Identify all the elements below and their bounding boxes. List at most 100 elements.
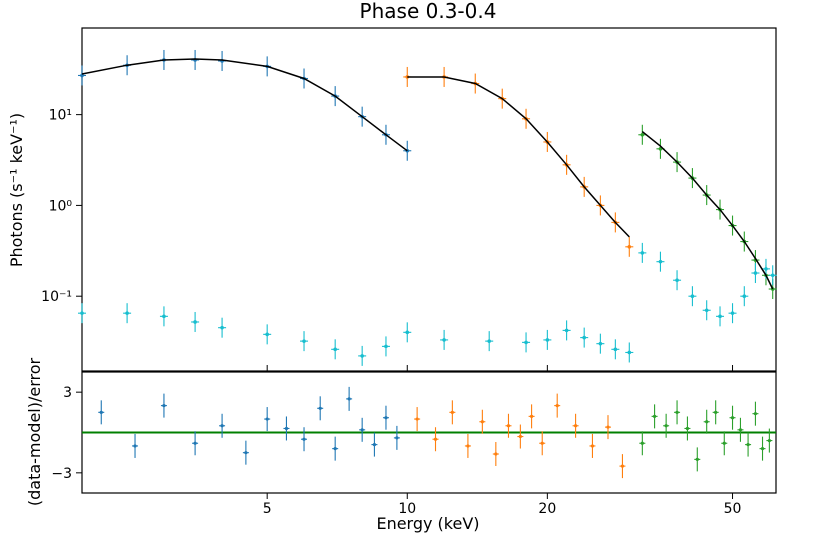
- chart-title: Phase 0.3-0.4: [360, 0, 497, 23]
- residual-point: [219, 413, 226, 438]
- residual-point: [192, 431, 199, 456]
- data-point: [656, 251, 665, 272]
- residual-point: [752, 401, 759, 426]
- data-point: [543, 329, 552, 350]
- data-point: [159, 306, 168, 327]
- series-background: [78, 242, 777, 366]
- residual-point: [414, 407, 421, 432]
- data-point: [673, 270, 682, 291]
- data-point: [522, 332, 531, 353]
- data-point: [580, 327, 589, 348]
- data-point: [358, 345, 367, 366]
- residual-point: [712, 400, 719, 425]
- data-point: [485, 331, 494, 352]
- axes-ticks: 10¹ 10⁰ 10⁻¹ 3 −3 5 10 20 50: [41, 108, 741, 517]
- top-y-tick-label: 10¹: [49, 108, 72, 124]
- data-point: [688, 286, 697, 307]
- residual-point: [737, 417, 744, 442]
- residual-point: [639, 431, 646, 456]
- residual-point: [382, 405, 389, 430]
- residual-point: [464, 433, 471, 458]
- residual-point: [449, 400, 456, 425]
- series-residuals-low: [98, 386, 400, 465]
- model-mid-line: [407, 76, 630, 238]
- data-point: [78, 303, 86, 324]
- data-point: [218, 317, 227, 338]
- x-tick-label: 20: [538, 501, 556, 517]
- data-point: [562, 320, 571, 341]
- residual-point: [301, 427, 308, 452]
- residual-point: [432, 427, 439, 452]
- data-point: [625, 342, 634, 363]
- x-tick-label: 50: [724, 501, 742, 517]
- data-point: [716, 306, 725, 327]
- top-y-axis-label: Photons (s⁻¹ keV⁻¹): [7, 113, 26, 267]
- residual-point: [729, 405, 736, 430]
- residual-point: [505, 413, 512, 438]
- residual-point: [371, 432, 378, 457]
- residual-point: [492, 442, 499, 467]
- residual-point: [264, 407, 271, 432]
- residual-point: [393, 425, 400, 450]
- data-point: [331, 339, 340, 360]
- data-point: [191, 311, 200, 332]
- data-point: [263, 324, 272, 345]
- bottom-y-tick-label: 3: [63, 385, 72, 401]
- x-axis-label: Energy (keV): [376, 514, 479, 533]
- data-point: [300, 331, 309, 352]
- x-tick-label: 10: [398, 501, 416, 517]
- residual-point: [572, 413, 579, 438]
- residual-point: [589, 433, 596, 458]
- bottom-y-tick-label: −3: [51, 466, 72, 482]
- data-point: [625, 236, 634, 257]
- data-point: [381, 336, 390, 357]
- residual-point: [283, 416, 290, 441]
- data-point: [638, 124, 647, 145]
- residual-point: [619, 454, 626, 479]
- data-point: [740, 286, 749, 307]
- residual-point: [651, 404, 658, 429]
- data-point: [638, 242, 647, 263]
- series-residuals-high: [639, 400, 773, 472]
- residual-point: [539, 431, 546, 456]
- residual-point: [766, 428, 773, 453]
- residual-point: [317, 396, 324, 421]
- bottom-plot-area: [82, 386, 776, 479]
- residual-point: [98, 400, 105, 425]
- top-y-tick-label: 10⁻¹: [41, 289, 72, 305]
- residual-point: [528, 404, 535, 429]
- residual-point: [694, 447, 701, 472]
- residual-point: [745, 432, 752, 457]
- data-point: [728, 303, 737, 324]
- residual-point: [703, 409, 710, 434]
- residual-point: [517, 424, 524, 449]
- top-plot-area: [78, 49, 777, 366]
- residual-point: [684, 416, 691, 441]
- residual-point: [479, 409, 486, 434]
- data-point: [702, 300, 711, 321]
- data-point: [751, 263, 760, 284]
- residual-point: [332, 436, 339, 461]
- residual-point: [604, 415, 611, 440]
- series-residuals-mid: [414, 393, 626, 479]
- residual-point: [132, 433, 139, 458]
- data-point: [596, 333, 605, 354]
- x-tick-label: 5: [263, 501, 272, 517]
- data-point: [123, 303, 132, 324]
- data-point: [403, 322, 412, 343]
- residual-point: [663, 413, 670, 438]
- bottom-y-axis-label: (data-model)/error: [25, 357, 44, 506]
- residual-point: [242, 440, 249, 465]
- top-panel-frame: [81, 27, 777, 372]
- residual-point: [346, 386, 353, 411]
- residual-point: [160, 393, 167, 418]
- residual-point: [759, 436, 766, 461]
- data-point: [768, 265, 777, 286]
- model-high-line: [641, 131, 774, 290]
- data-point: [440, 329, 449, 350]
- top-y-tick-label: 10⁰: [49, 198, 73, 214]
- residual-point: [674, 400, 681, 425]
- residual-point: [554, 393, 561, 418]
